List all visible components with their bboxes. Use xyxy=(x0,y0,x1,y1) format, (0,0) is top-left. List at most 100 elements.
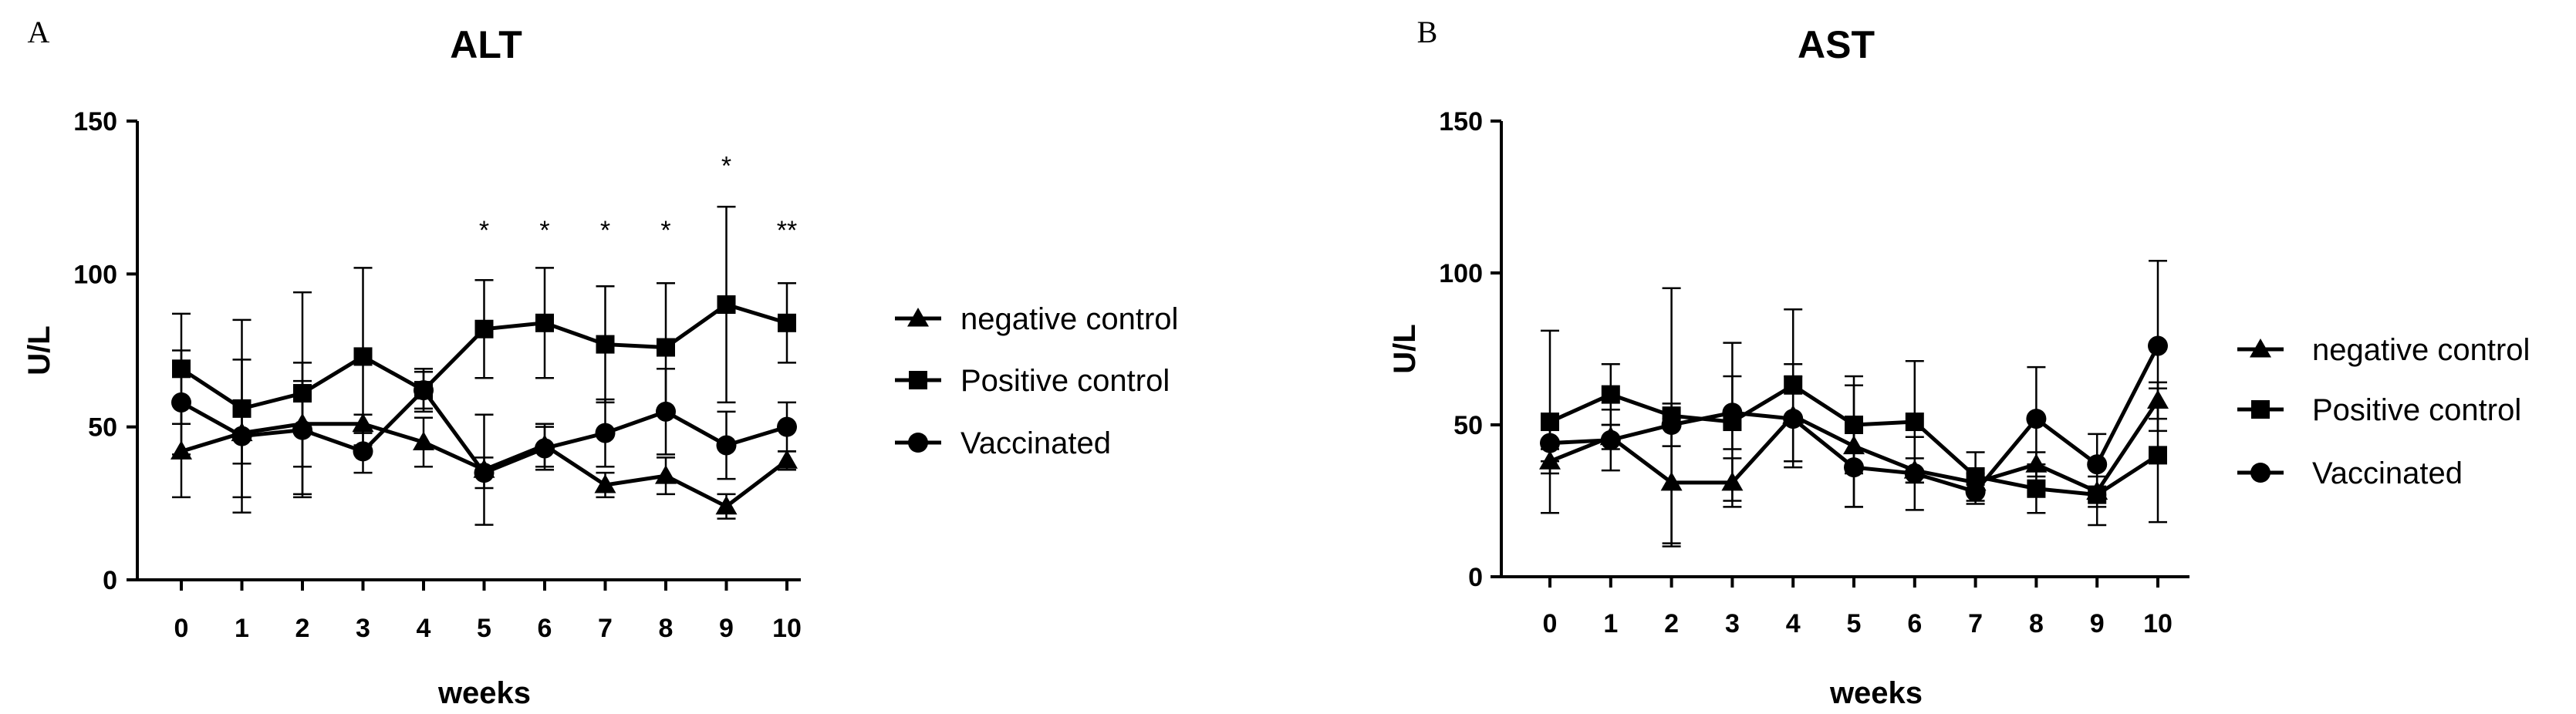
significance-label: * xyxy=(660,216,670,245)
data-point xyxy=(413,431,434,450)
x-tick-label: 9 xyxy=(719,614,734,643)
x-tick-label: 4 xyxy=(417,614,431,643)
data-point xyxy=(2149,446,2167,465)
legend-marker xyxy=(909,371,927,389)
x-tick-label: 7 xyxy=(1968,609,1983,638)
x-tick-label: 10 xyxy=(2143,609,2173,638)
x-tick-label: 9 xyxy=(2090,609,2105,638)
legend-label: negative control xyxy=(2312,333,2530,367)
data-point xyxy=(2148,335,2168,356)
panel-letter: A xyxy=(28,15,50,49)
data-point xyxy=(2026,409,2047,429)
chart-title: AST xyxy=(1798,23,1875,66)
x-tick-label: 3 xyxy=(356,614,370,643)
significance-label: ** xyxy=(777,216,797,245)
y-axis-label: U/L xyxy=(22,325,56,375)
y-tick-label: 100 xyxy=(1439,259,1483,288)
data-point xyxy=(414,380,434,401)
x-tick-label: 6 xyxy=(538,614,552,643)
panel-b: B AST 0 50 100 150 0 1 2 3 4 5 6 7 8 9 10 U/L weeks negativ… xyxy=(1388,15,2530,710)
y-tick-label: 0 xyxy=(103,566,117,595)
y-tick-label: 150 xyxy=(73,107,117,136)
x-tick-label: 1 xyxy=(1603,609,1618,638)
data-point xyxy=(353,347,373,366)
legend-label: Vaccinated xyxy=(2312,456,2463,490)
data-point xyxy=(231,426,252,446)
x-tick-label: 6 xyxy=(1907,609,1922,638)
data-point xyxy=(656,401,676,422)
data-point xyxy=(657,338,675,357)
data-point xyxy=(1844,457,1864,478)
panel-a: A ALT 0 50 100 150 0 1 2 3 4 5 6 7 8 9 10 U/L weeks negativ… xyxy=(22,15,1178,710)
data-point xyxy=(474,319,494,338)
series-circle xyxy=(1540,259,2168,511)
x-tick-label: 3 xyxy=(1725,609,1740,638)
y-tick-label: 50 xyxy=(88,413,117,443)
legend-label: negative control xyxy=(961,302,1178,336)
x-tick-label: 5 xyxy=(477,614,491,643)
data-point xyxy=(1904,463,1925,484)
significance-label: * xyxy=(539,216,549,245)
data-point xyxy=(594,474,616,493)
series-square xyxy=(172,205,796,499)
data-point xyxy=(1540,433,1560,453)
data-point xyxy=(596,335,615,354)
x-tick-label: 1 xyxy=(235,614,249,643)
data-point xyxy=(1965,481,1986,502)
data-point xyxy=(535,438,555,459)
data-point xyxy=(1783,409,1804,429)
data-point xyxy=(778,313,796,332)
data-point xyxy=(716,435,737,456)
legend-label: Vaccinated xyxy=(961,426,1111,460)
series-circle xyxy=(171,349,797,514)
x-tick-label: 8 xyxy=(2029,609,2044,638)
data-point xyxy=(777,416,797,437)
legend-marker xyxy=(2251,400,2270,419)
data-point xyxy=(535,313,554,332)
y-axis-label: U/L xyxy=(1388,324,1422,373)
y-tick-label: 100 xyxy=(73,260,117,289)
data-point xyxy=(292,419,312,440)
x-tick-label: 2 xyxy=(1664,609,1679,638)
data-point xyxy=(171,392,191,413)
x-axis-label: weeks xyxy=(437,676,531,710)
x-tick-label: 0 xyxy=(1543,609,1558,638)
legend-label: Positive control xyxy=(961,364,1170,398)
data-point xyxy=(1661,415,1682,435)
y-tick-label: 0 xyxy=(1468,563,1483,592)
data-point xyxy=(474,463,495,483)
x-tick-label: 8 xyxy=(659,614,674,643)
significance-label: * xyxy=(721,152,731,181)
x-tick-label: 2 xyxy=(295,614,310,643)
legend-marker xyxy=(2250,463,2270,483)
y-tick-label: 50 xyxy=(1453,411,1483,440)
data-point xyxy=(2027,479,2046,498)
data-point xyxy=(1601,385,1620,404)
legend-label: Positive control xyxy=(2312,393,2521,427)
legend-marker xyxy=(907,308,929,327)
data-point xyxy=(353,441,373,462)
data-point xyxy=(655,465,677,484)
x-tick-label: 4 xyxy=(1786,609,1801,638)
data-point xyxy=(715,495,738,515)
data-point xyxy=(717,295,736,314)
x-tick-label: 0 xyxy=(174,614,189,643)
legend-marker xyxy=(908,433,928,453)
significance-label: * xyxy=(479,216,489,245)
y-tick-label: 150 xyxy=(1439,107,1483,136)
data-point xyxy=(1600,429,1621,450)
panel-letter: B xyxy=(1417,15,1438,49)
data-point xyxy=(776,450,798,469)
chart-title: ALT xyxy=(450,23,522,66)
data-point xyxy=(595,423,616,443)
x-tick-label: 10 xyxy=(772,614,802,643)
x-axis-label: weeks xyxy=(1829,676,1923,710)
x-tick-label: 5 xyxy=(1847,609,1862,638)
significance-label: * xyxy=(600,216,610,245)
x-tick-label: 7 xyxy=(598,614,613,643)
legend-marker xyxy=(2250,338,2271,358)
data-point xyxy=(1905,413,1924,432)
data-point xyxy=(2087,454,2108,475)
data-point xyxy=(1722,402,1743,423)
